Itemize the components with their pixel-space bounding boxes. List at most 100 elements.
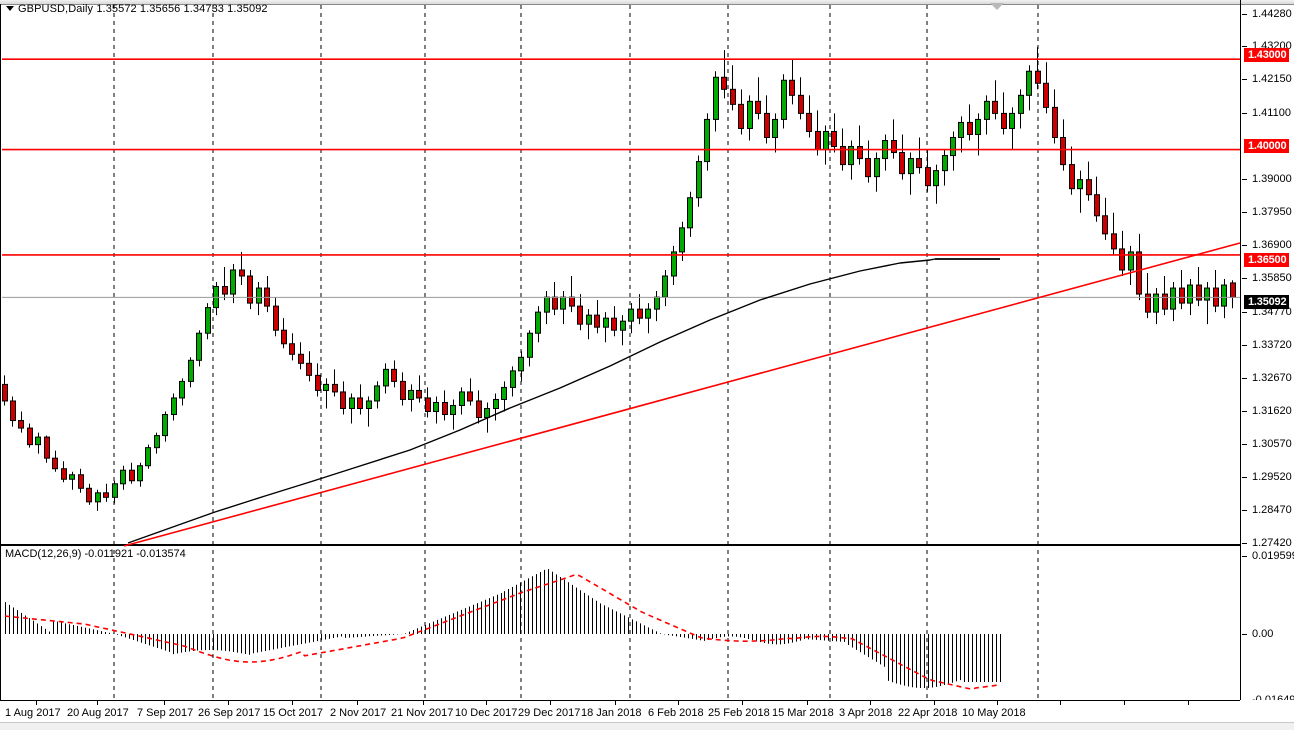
- candle-bullish: [484, 407, 490, 419]
- candle-bearish: [306, 362, 312, 376]
- candle-bullish: [984, 100, 990, 120]
- price-tick-mark: [1242, 510, 1247, 511]
- candle-bearish: [552, 296, 558, 310]
- candle-bearish: [755, 100, 761, 114]
- candle-bearish: [916, 158, 922, 169]
- time-axis-label: 15 Oct 2017: [263, 707, 323, 719]
- time-axis-label: 18 Jan 2018: [581, 707, 642, 719]
- candle-bearish: [577, 305, 583, 325]
- candle-bearish: [247, 275, 253, 304]
- candle-bearish: [416, 389, 422, 399]
- price-tick-label: 1.32670: [1252, 372, 1292, 384]
- candle-bearish: [442, 401, 448, 416]
- candle-bullish: [366, 400, 372, 409]
- candle-bullish: [69, 474, 75, 480]
- candle-bullish: [1153, 293, 1159, 313]
- candle-bearish: [340, 391, 346, 409]
- candle-bullish: [654, 296, 660, 310]
- price-tick-mark: [1242, 14, 1247, 15]
- candle-bullish: [958, 121, 964, 138]
- candle-bearish: [1162, 293, 1168, 310]
- candle-bullish: [1204, 287, 1210, 301]
- candle-bearish: [992, 100, 998, 114]
- price-tick-label: 1.36900: [1252, 239, 1292, 251]
- time-axis-label: 21 Nov 2017: [391, 707, 454, 719]
- candle-bearish: [857, 146, 863, 160]
- candle-bearish: [298, 353, 304, 364]
- candle-bearish: [2, 383, 8, 402]
- time-tick-mark: [1124, 700, 1125, 705]
- candle-bullish: [137, 465, 143, 482]
- time-tick-mark: [742, 700, 743, 705]
- price-tag-red: 1.43000: [1244, 48, 1290, 62]
- caret-down-icon[interactable]: [6, 5, 14, 11]
- candle-bullish: [188, 359, 194, 382]
- candle-bearish: [1094, 194, 1100, 217]
- macd-tick-label: 0.00: [1252, 628, 1274, 640]
- candle-bullish: [162, 414, 168, 437]
- candle-bullish: [196, 332, 202, 361]
- price-tick-mark: [1242, 444, 1247, 445]
- candle-bearish: [281, 329, 287, 345]
- candle-bullish: [933, 170, 939, 187]
- time-axis-label: 3 Apr 2018: [839, 707, 893, 719]
- time-tick-mark: [870, 700, 871, 705]
- candle-bullish: [747, 100, 753, 129]
- candle-bullish: [560, 296, 566, 310]
- candle-bullish: [679, 227, 685, 253]
- time-tick-mark: [1060, 700, 1061, 705]
- time-tick-mark: [550, 700, 551, 705]
- candle-bearish: [332, 383, 338, 393]
- candle-bullish: [1077, 179, 1083, 190]
- price-tick-mark: [1242, 378, 1247, 379]
- candle-bullish: [704, 118, 710, 163]
- candle-bullish: [671, 251, 677, 277]
- price-tick-label: 1.44280: [1252, 8, 1292, 20]
- price-tag-red: 1.36500: [1244, 253, 1290, 267]
- time-tick-mark: [164, 700, 165, 705]
- price-tick-label: 1.30570: [1252, 438, 1292, 450]
- candle-bearish: [806, 112, 812, 132]
- candle-bearish: [315, 374, 321, 391]
- time-tick-mark: [228, 700, 229, 705]
- candle-bearish: [1111, 233, 1117, 250]
- candle-bullish: [120, 469, 126, 485]
- candle-bearish: [899, 152, 905, 175]
- candle-bullish: [1009, 112, 1015, 129]
- price-tick-label: 1.27420: [1252, 537, 1292, 549]
- candle-bullish: [349, 397, 355, 409]
- candle-bearish: [239, 269, 245, 277]
- candle-bearish: [1035, 70, 1041, 84]
- candle-bullish: [662, 275, 668, 298]
- price-tick-label: 1.42150: [1252, 73, 1292, 85]
- candle-bullish: [781, 79, 787, 120]
- symbol-header[interactable]: GBPUSD,Daily 1.35572 1.35656 1.34733 1.3…: [6, 3, 268, 15]
- time-axis-label: 26 Sep 2017: [198, 707, 261, 719]
- candle-bullish: [1170, 287, 1176, 310]
- price-tick-label: 1.33720: [1252, 339, 1292, 351]
- candle-bullish: [179, 380, 185, 399]
- candle-bullish: [908, 158, 914, 175]
- candle-bullish: [645, 308, 651, 319]
- candle-bullish: [620, 320, 626, 331]
- candle-bearish: [18, 420, 24, 429]
- candle-bearish: [61, 468, 67, 480]
- price-tick-mark: [1242, 46, 1247, 47]
- price-tick-label: 1.29520: [1252, 471, 1292, 483]
- candle-bearish: [476, 400, 482, 419]
- candle-bearish: [594, 314, 600, 328]
- candle-bullish: [1026, 70, 1032, 96]
- price-tick-mark: [1242, 179, 1247, 180]
- candle-bearish: [1230, 282, 1236, 298]
- window-titlebar: [0, 0, 1294, 5]
- time-axis-label: 10 Dec 2017: [455, 707, 518, 719]
- candle-bullish: [35, 436, 41, 446]
- candle-bullish: [518, 356, 524, 372]
- candle-bearish: [289, 343, 295, 355]
- candle-bullish: [145, 447, 151, 467]
- macd-tick-mark: [1242, 556, 1247, 557]
- price-scale[interactable]: 1.44280 1.43200 1.42150 1.41100 1.39000 1.379…: [1240, 0, 1294, 729]
- candle-bullish: [1187, 284, 1193, 304]
- macd-indicator-label: MACD(12,26,9) -0.011921 -0.013574: [5, 548, 186, 560]
